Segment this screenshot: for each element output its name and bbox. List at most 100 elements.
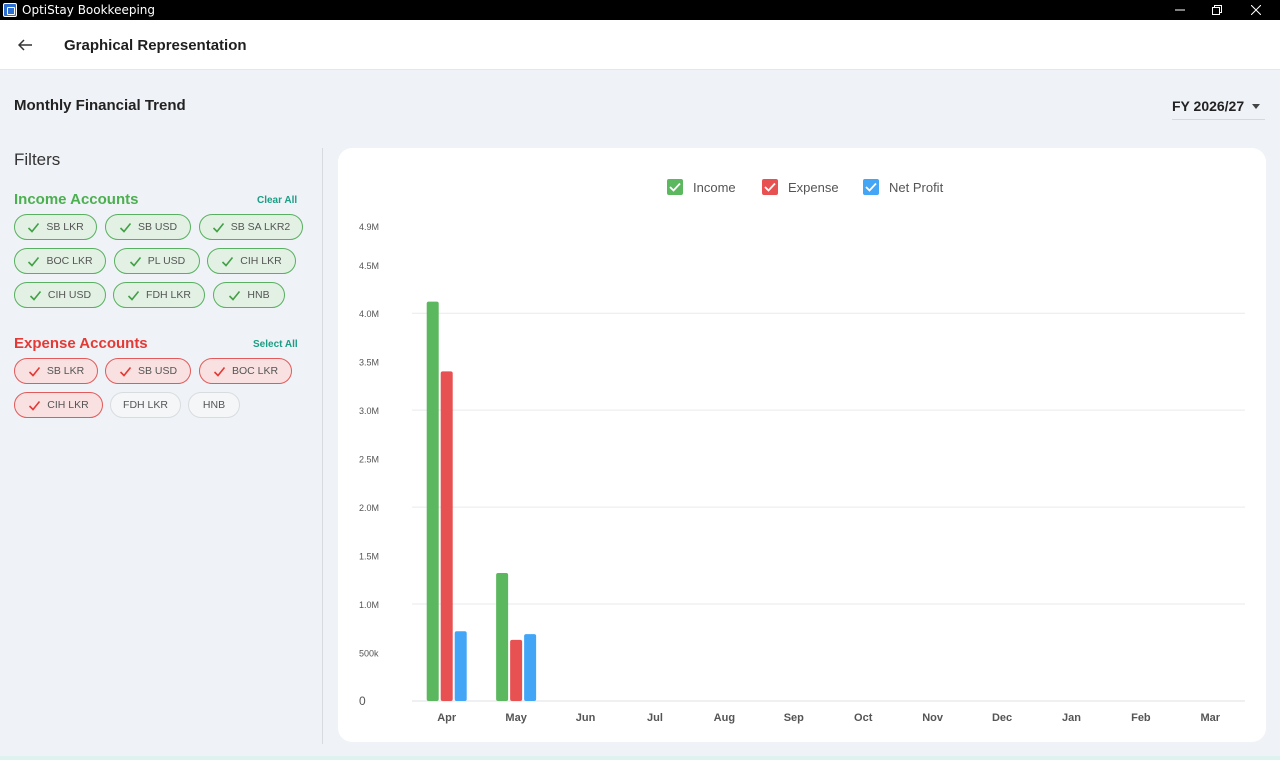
window-titlebar: OptiStay Bookkeeping xyxy=(0,0,1280,20)
y-tick-label: 2.0M xyxy=(359,503,379,513)
expense-chip-label: SB LKR xyxy=(46,365,85,377)
panel-divider xyxy=(322,148,323,744)
section-title: Monthly Financial Trend xyxy=(14,97,186,114)
y-tick-label: 1.5M xyxy=(359,552,379,562)
income-chip-label: SB LKR xyxy=(46,221,84,233)
income-chip[interactable]: CIH USD xyxy=(14,282,106,308)
check-icon xyxy=(213,366,226,377)
expense-chip-label: CIH LKR xyxy=(47,399,89,411)
y-tick-label: 2.5M xyxy=(359,455,379,465)
x-tick-label: Nov xyxy=(922,712,944,724)
y-tick-label: 4.5M xyxy=(359,261,379,271)
check-icon xyxy=(29,400,41,411)
window-title: OptiStay Bookkeeping xyxy=(22,3,156,17)
legend-income-label: Income xyxy=(693,179,736,195)
check-icon xyxy=(28,222,40,233)
income-chip-label: BOC LKR xyxy=(46,255,93,267)
income-chip[interactable]: FDH LKR xyxy=(113,282,205,308)
income-chip[interactable]: CIH LKR xyxy=(207,248,296,274)
x-tick-label: Sep xyxy=(784,712,804,724)
x-tick-label: Apr xyxy=(437,712,457,724)
income-chip[interactable]: HNB xyxy=(213,282,285,308)
expense-chip[interactable]: SB USD xyxy=(105,358,191,384)
income-chip-label: CIH LKR xyxy=(240,255,282,267)
select-all-button[interactable]: Select All xyxy=(253,339,298,350)
bar-net-profit[interactable] xyxy=(524,634,537,701)
expense-chip-label: FDH LKR xyxy=(123,399,168,411)
x-tick-label: Jun xyxy=(576,712,596,724)
close-button[interactable] xyxy=(1236,0,1276,20)
check-icon xyxy=(28,366,40,377)
legend-net-profit-label: Net Profit xyxy=(889,179,944,195)
y-tick-label: 0 xyxy=(359,694,366,708)
app-logo-icon xyxy=(3,3,17,17)
expense-accounts-title: Expense Accounts xyxy=(14,335,148,352)
income-chip[interactable]: SB SA LKR2 xyxy=(199,214,303,240)
y-tick-label: 3.5M xyxy=(359,358,379,368)
bar-expense[interactable] xyxy=(440,371,453,701)
x-tick-label: Dec xyxy=(992,712,1012,724)
income-accounts-title: Income Accounts xyxy=(14,191,139,208)
close-icon xyxy=(1251,5,1261,15)
fiscal-year-select[interactable]: FY 2026/27 xyxy=(1172,96,1265,120)
checkbox-icon xyxy=(863,179,879,195)
income-chip-label: PL USD xyxy=(147,255,186,267)
y-tick-label: 4.0M xyxy=(359,309,379,319)
app-header: Graphical Representation xyxy=(0,20,1280,70)
bar-net-profit[interactable] xyxy=(454,631,467,701)
legend-expense[interactable]: Expense xyxy=(762,179,839,195)
checkbox-icon xyxy=(667,179,683,195)
bar-income[interactable] xyxy=(496,573,509,701)
y-tick-label: 500k xyxy=(359,649,379,659)
page-title: Graphical Representation xyxy=(64,37,247,54)
expense-chip[interactable]: FDH LKR xyxy=(110,392,181,418)
income-chip-label: SB SA LKR2 xyxy=(230,221,291,233)
x-tick-label: Mar xyxy=(1201,712,1221,724)
expense-chip[interactable]: HNB xyxy=(188,392,240,418)
x-tick-label: Oct xyxy=(854,712,873,724)
y-tick-label: 3.0M xyxy=(359,406,379,416)
bar-expense[interactable] xyxy=(510,639,523,701)
expense-chip-label: HNB xyxy=(202,399,226,411)
check-icon xyxy=(222,256,234,267)
clear-all-button[interactable]: Clear All xyxy=(257,195,298,206)
income-chip[interactable]: SB LKR xyxy=(14,214,97,240)
x-tick-label: Jan xyxy=(1062,712,1081,724)
checkbox-icon xyxy=(762,179,778,195)
x-tick-label: Jul xyxy=(647,712,663,724)
legend-income[interactable]: Income xyxy=(667,179,736,195)
bar-income[interactable] xyxy=(426,301,439,701)
dropdown-arrow-icon xyxy=(1252,104,1260,109)
fiscal-year-value: FY 2026/27 xyxy=(1172,98,1245,114)
expense-chip[interactable]: CIH LKR xyxy=(14,392,103,418)
restore-icon xyxy=(1212,5,1222,15)
bottom-status-strip xyxy=(0,756,1280,760)
check-icon xyxy=(129,256,141,267)
minimize-button[interactable] xyxy=(1160,0,1200,20)
check-icon xyxy=(119,366,132,377)
check-icon xyxy=(127,290,140,301)
income-chip-label: CIH USD xyxy=(47,289,92,301)
income-chip-label: FDH LKR xyxy=(146,289,191,301)
income-chip-label: SB USD xyxy=(137,221,178,233)
income-chip[interactable]: PL USD xyxy=(114,248,200,274)
check-icon xyxy=(29,290,42,301)
income-chip-label: HNB xyxy=(247,289,270,301)
x-tick-label: Feb xyxy=(1131,712,1151,724)
expense-chip-label: SB USD xyxy=(137,365,178,377)
expense-chip[interactable]: BOC LKR xyxy=(199,358,292,384)
minimize-icon xyxy=(1175,9,1185,11)
arrow-left-icon xyxy=(18,39,32,51)
expense-chip[interactable]: SB LKR xyxy=(14,358,98,384)
restore-button[interactable] xyxy=(1197,0,1237,20)
y-tick-label: 4.9M xyxy=(359,222,379,232)
legend-net-profit[interactable]: Net Profit xyxy=(863,179,943,195)
back-button[interactable] xyxy=(14,34,36,56)
y-tick-label: 1.0M xyxy=(359,600,379,610)
x-tick-label: Aug xyxy=(714,712,735,724)
filters-title: Filters xyxy=(14,150,61,169)
income-chip[interactable]: BOC LKR xyxy=(14,248,106,274)
income-chip[interactable]: SB USD xyxy=(105,214,191,240)
check-icon xyxy=(119,222,132,233)
